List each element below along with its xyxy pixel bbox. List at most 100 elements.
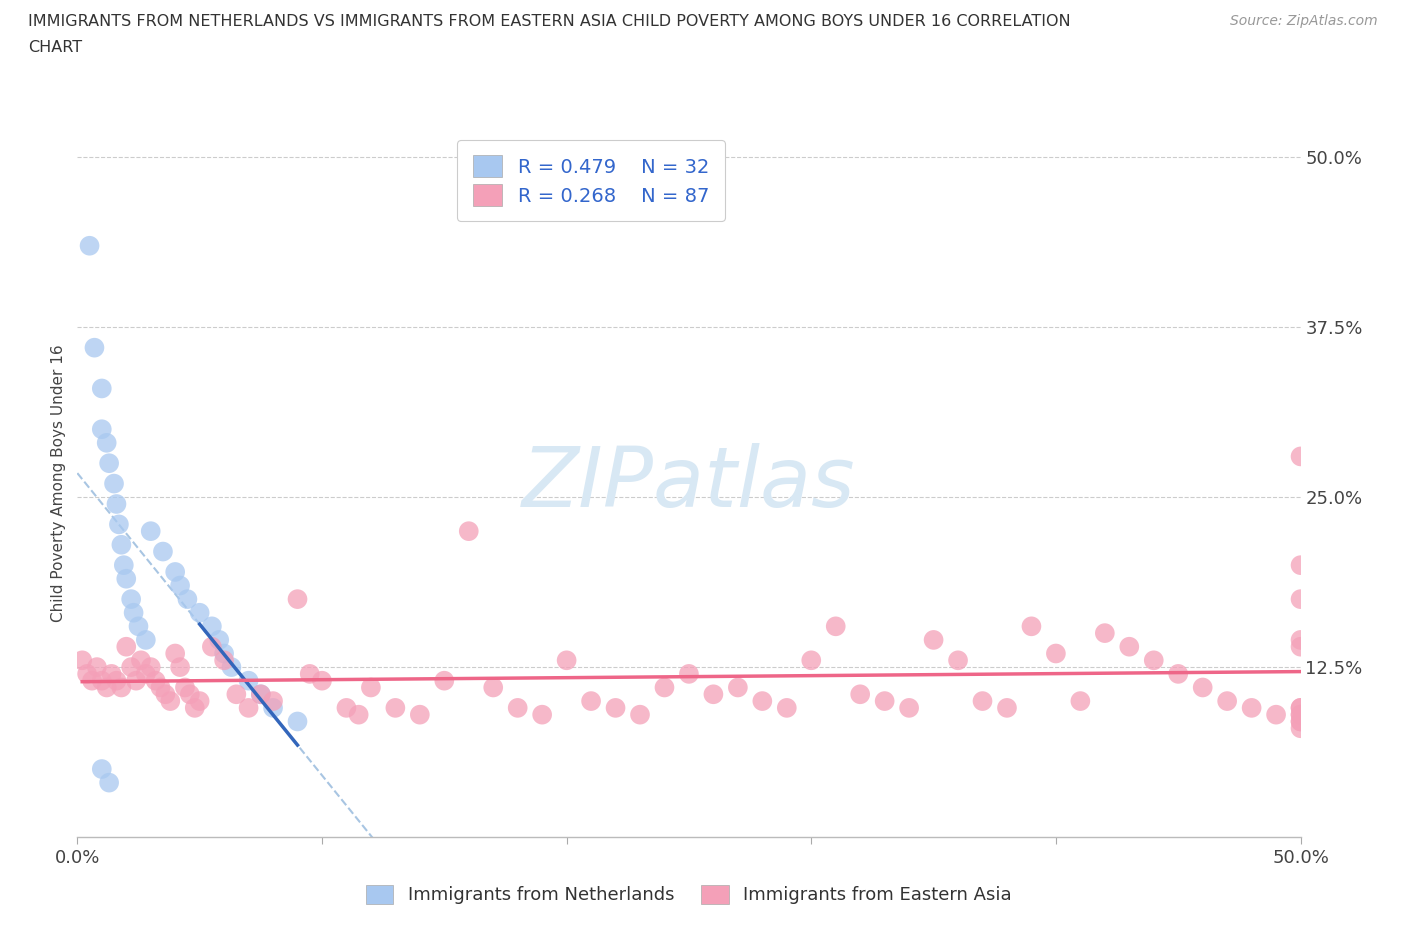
Point [238, 673, 260, 688]
Point [98, 776, 121, 790]
Point [849, 687, 872, 702]
Point [159, 694, 181, 709]
Point [201, 639, 224, 654]
Point [922, 632, 945, 647]
Point [1216, 694, 1239, 709]
Text: IMMIGRANTS FROM NETHERLANDS VS IMMIGRANTS FROM EASTERN ASIA CHILD POVERTY AMONG : IMMIGRANTS FROM NETHERLANDS VS IMMIGRANT… [28, 14, 1071, 29]
Point [1191, 680, 1213, 695]
Point [96, 680, 118, 695]
Point [384, 700, 406, 715]
Point [176, 591, 198, 606]
Point [83, 340, 105, 355]
Point [800, 653, 823, 668]
Point [169, 578, 191, 593]
Point [776, 700, 799, 715]
Point [105, 497, 128, 512]
Text: Source: ZipAtlas.com: Source: ZipAtlas.com [1230, 14, 1378, 28]
Point [188, 694, 211, 709]
Point [898, 700, 921, 715]
Point [995, 700, 1018, 715]
Point [1289, 721, 1312, 736]
Point [409, 707, 432, 722]
Point [433, 673, 456, 688]
Point [90, 673, 112, 688]
Point [188, 605, 211, 620]
Point [579, 694, 602, 709]
Point [86, 659, 108, 674]
Point [110, 680, 132, 695]
Point [80, 673, 103, 688]
Point [100, 667, 122, 682]
Point [250, 687, 273, 702]
Point [90, 422, 112, 437]
Point [108, 517, 131, 532]
Point [212, 653, 235, 668]
Point [1289, 700, 1312, 715]
Point [174, 680, 197, 695]
Point [873, 694, 896, 709]
Point [122, 605, 145, 620]
Point [1118, 639, 1140, 654]
Point [238, 700, 260, 715]
Point [1045, 646, 1067, 661]
Point [1265, 707, 1288, 722]
Point [1240, 700, 1263, 715]
Point [201, 618, 224, 633]
Point [287, 591, 309, 606]
Point [103, 476, 125, 491]
Point [298, 667, 321, 682]
Point [531, 707, 554, 722]
Point [135, 632, 157, 647]
Point [169, 659, 191, 674]
Point [79, 238, 101, 253]
Point [129, 653, 152, 668]
Point [628, 707, 651, 722]
Point [751, 694, 773, 709]
Point [311, 673, 333, 688]
Text: ZIPatlas: ZIPatlas [522, 443, 856, 525]
Point [678, 667, 700, 682]
Point [208, 632, 231, 647]
Point [135, 667, 157, 682]
Point [1289, 714, 1312, 729]
Point [605, 700, 627, 715]
Y-axis label: Child Poverty Among Boys Under 16: Child Poverty Among Boys Under 16 [51, 345, 66, 622]
Point [90, 762, 112, 777]
Point [1289, 449, 1312, 464]
Text: CHART: CHART [28, 40, 82, 55]
Point [90, 381, 112, 396]
Point [1289, 558, 1312, 573]
Point [212, 646, 235, 661]
Point [115, 639, 138, 654]
Point [1289, 707, 1312, 722]
Point [155, 687, 177, 702]
Point [1289, 700, 1312, 715]
Point [165, 565, 187, 579]
Point [115, 571, 138, 586]
Legend: R = 0.479    N = 32, R = 0.268    N = 87: R = 0.479 N = 32, R = 0.268 N = 87 [457, 140, 724, 221]
Point [335, 700, 357, 715]
Point [184, 700, 207, 715]
Point [654, 680, 676, 695]
Point [824, 618, 846, 633]
Point [152, 544, 174, 559]
Point [98, 456, 121, 471]
Point [1289, 591, 1312, 606]
Point [179, 687, 201, 702]
Point [125, 673, 148, 688]
Point [262, 700, 284, 715]
Point [347, 707, 370, 722]
Point [1289, 714, 1312, 729]
Point [1167, 667, 1189, 682]
Point [1021, 618, 1043, 633]
Point [972, 694, 994, 709]
Point [76, 667, 98, 682]
Point [250, 687, 273, 702]
Point [110, 538, 132, 552]
Point [727, 680, 749, 695]
Point [262, 694, 284, 709]
Point [946, 653, 969, 668]
Point [1289, 632, 1312, 647]
Point [70, 653, 93, 668]
Point [1143, 653, 1166, 668]
